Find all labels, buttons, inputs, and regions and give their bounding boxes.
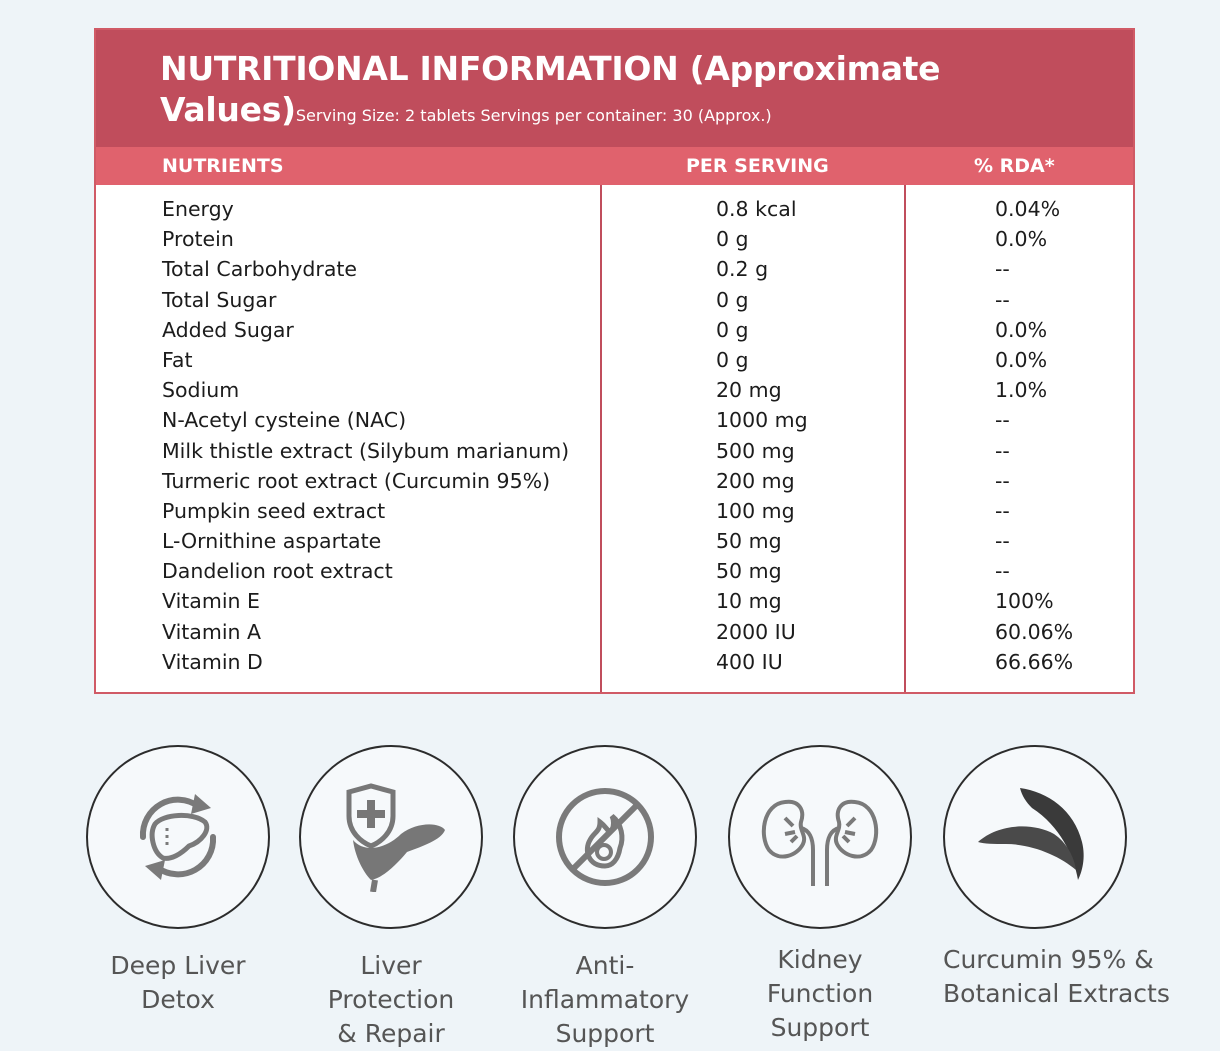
- column-divider: [600, 185, 602, 692]
- rda-value: 60.06%: [995, 619, 1074, 644]
- per-serving-value: 0 g: [716, 227, 749, 252]
- header-nutrients: NUTRIENTS: [162, 155, 284, 177]
- table-row: Fat 0 g 0.0%: [96, 348, 1133, 378]
- table-row: Vitamin E 10 mg 100%: [96, 589, 1133, 619]
- serving-info: Serving Size: 2 tablets Servings per con…: [295, 106, 772, 125]
- feature-circle: [728, 745, 912, 929]
- feature-label: Kidney Function Support: [766, 945, 874, 1042]
- per-serving-value: 0.8 kcal: [716, 197, 797, 221]
- feature-circle: [513, 745, 697, 929]
- table-row: Vitamin D 400 IU 66.66%: [96, 650, 1133, 680]
- panel-title: NUTRITIONAL INFORMATION (Approximate Val…: [160, 49, 941, 129]
- table-header: NUTRIENTS PER SERVING % RDA*: [96, 147, 1133, 185]
- nutrient-name: Total Sugar: [162, 287, 277, 312]
- column-divider: [904, 185, 906, 692]
- table-row: Energy 0.8 kcal 0.04%: [96, 197, 1133, 227]
- rda-value: --: [995, 529, 1010, 554]
- nutrition-panel: NUTRITIONAL INFORMATION (Approximate Val…: [94, 28, 1135, 694]
- panel-title-block: NUTRITIONAL INFORMATION (Approximate Val…: [160, 48, 980, 136]
- no-inflammation-icon: [556, 788, 654, 886]
- feature-label: Liver Protection & Repair: [327, 951, 455, 1048]
- rda-value: 66.66%: [995, 649, 1074, 674]
- rda-value: --: [995, 287, 1010, 312]
- feature-liver-protection: Liver Protection & Repair: [299, 745, 483, 1051]
- table-row: Protein 0 g 0.0%: [96, 227, 1133, 257]
- nutrient-name: Added Sugar: [162, 317, 294, 342]
- nutrient-name: Fat: [162, 347, 193, 372]
- turmeric-leaf-icon: [978, 788, 1084, 880]
- table-row: Vitamin A 2000 IU 60.06%: [96, 620, 1133, 650]
- rda-value: 100%: [995, 589, 1054, 614]
- table-row: Pumpkin seed extract 100 mg --: [96, 499, 1133, 529]
- nutrient-name: Sodium: [162, 378, 240, 403]
- nutrient-name: Vitamin E: [162, 589, 260, 614]
- nutrient-name: Vitamin D: [162, 649, 263, 674]
- title-bar: NUTRITIONAL INFORMATION (Approximate Val…: [96, 30, 1133, 147]
- feature-circle: [299, 745, 483, 929]
- feature-liver-detox: Deep Liver Detox: [86, 745, 270, 1017]
- rda-value: 0.0%: [995, 347, 1048, 372]
- table-row: Added Sugar 0 g 0.0%: [96, 318, 1133, 348]
- nutrient-name: L-Ornithine aspartate: [162, 529, 382, 554]
- header-per-serving: PER SERVING: [686, 155, 829, 177]
- per-serving-value: 500 mg: [716, 438, 795, 463]
- feature-label: Anti- Inflammatory Support: [520, 951, 690, 1048]
- rda-value: 0.0%: [995, 227, 1048, 252]
- table-body: Energy 0.8 kcal 0.04% Protein 0 g 0.0% Total C…: [96, 197, 1133, 680]
- feature-label: Deep Liver Detox: [110, 951, 246, 1014]
- table-row: Sodium 20 mg 1.0%: [96, 378, 1133, 408]
- rda-value: 1.0%: [995, 378, 1048, 403]
- feature-circle: [943, 745, 1127, 929]
- table-row: Total Carbohydrate 0.2 g --: [96, 257, 1133, 287]
- rda-value: --: [995, 257, 1010, 282]
- per-serving-value: 1000 mg: [716, 408, 808, 433]
- per-serving-value: 400 IU: [716, 649, 783, 674]
- per-serving-value: 50 mg: [716, 559, 782, 584]
- liver-detox-icon: [139, 794, 217, 880]
- rda-value: --: [995, 498, 1010, 523]
- liver-shield-icon: [346, 783, 445, 892]
- per-serving-value: 0 g: [716, 347, 749, 372]
- feature-kidney-support: Kidney Function Support: [728, 745, 912, 1045]
- per-serving-value: 200 mg: [716, 468, 795, 493]
- nutrient-name: N-Acetyl cysteine (NAC): [162, 408, 407, 433]
- rda-value: --: [995, 438, 1010, 463]
- per-serving-value: 0 g: [716, 287, 749, 312]
- feature-anti-inflammatory: Anti- Inflammatory Support: [513, 745, 697, 1051]
- nutrient-name: Milk thistle extract (Silybum marianum): [162, 438, 570, 463]
- table-row: L-Ornithine aspartate 50 mg --: [96, 529, 1133, 559]
- nutrient-name: Vitamin A: [162, 619, 262, 644]
- per-serving-value: 100 mg: [716, 498, 795, 523]
- table-row: Milk thistle extract (Silybum marianum) 5…: [96, 439, 1133, 469]
- rda-value: --: [995, 559, 1010, 584]
- table-row: Total Sugar 0 g --: [96, 288, 1133, 318]
- rda-value: 0.0%: [995, 317, 1048, 342]
- nutrient-name: Energy: [162, 197, 234, 221]
- nutrient-name: Dandelion root extract: [162, 559, 393, 584]
- rda-value: --: [995, 468, 1010, 493]
- per-serving-value: 20 mg: [716, 378, 782, 403]
- feature-curcumin: Curcumin 95% & Botanical Extracts: [943, 745, 1170, 1011]
- nutrient-name: Total Carbohydrate: [162, 257, 358, 282]
- kidney-icon: [761, 799, 879, 886]
- rda-value: --: [995, 408, 1010, 433]
- per-serving-value: 0 g: [716, 317, 749, 342]
- table-row: N-Acetyl cysteine (NAC) 1000 mg --: [96, 408, 1133, 438]
- header-rda: % RDA*: [974, 155, 1055, 177]
- nutrient-name: Pumpkin seed extract: [162, 498, 386, 523]
- table-row: Dandelion root extract 50 mg --: [96, 559, 1133, 589]
- rda-value: 0.04%: [995, 197, 1061, 221]
- per-serving-value: 50 mg: [716, 529, 782, 554]
- per-serving-value: 0.2 g: [716, 257, 769, 282]
- feature-circle: [86, 745, 270, 929]
- nutrient-name: Protein: [162, 227, 234, 252]
- table-row: Turmeric root extract (Curcumin 95%) 200 …: [96, 469, 1133, 499]
- per-serving-value: 2000 IU: [716, 619, 796, 644]
- nutrient-name: Turmeric root extract (Curcumin 95%): [162, 468, 551, 493]
- per-serving-value: 10 mg: [716, 589, 782, 614]
- feature-label: Curcumin 95% & Botanical Extracts: [943, 945, 1170, 1008]
